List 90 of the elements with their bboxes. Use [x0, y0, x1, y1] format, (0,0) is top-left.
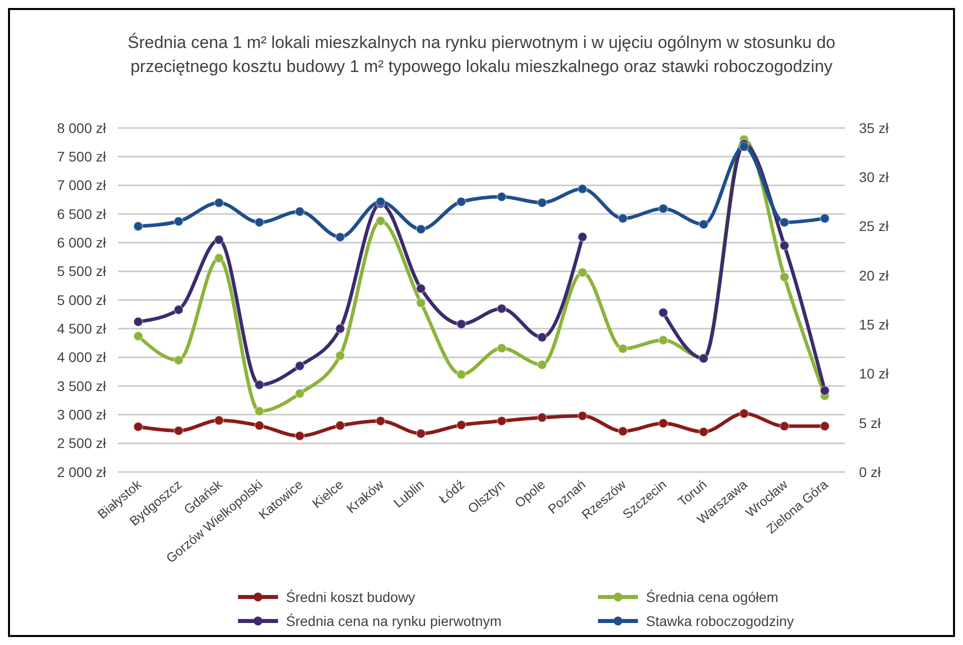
point	[537, 198, 548, 208]
y2-tick-label: 0 zł	[859, 464, 882, 480]
point	[779, 272, 790, 282]
point	[658, 335, 668, 346]
point	[456, 196, 466, 207]
point	[335, 350, 346, 361]
point	[416, 284, 426, 294]
point	[416, 428, 426, 439]
point	[618, 213, 628, 224]
y-tick-label: 7 500 zł	[56, 148, 107, 165]
point	[537, 360, 548, 370]
point	[698, 219, 709, 230]
point	[779, 217, 790, 228]
point	[537, 332, 548, 342]
point	[820, 386, 830, 396]
point	[577, 267, 588, 278]
point	[254, 406, 264, 416]
point	[658, 308, 668, 318]
point	[416, 298, 426, 308]
point	[496, 343, 507, 354]
point	[820, 213, 830, 224]
point	[133, 221, 144, 232]
point	[577, 232, 588, 242]
point	[739, 142, 750, 152]
point	[133, 422, 144, 432]
y-tick-label: 8 000 zł	[56, 120, 107, 136]
point	[376, 216, 386, 226]
point	[335, 232, 346, 242]
legend-label: Średnia cena na rynku pierwotnym	[286, 612, 502, 629]
point	[779, 240, 790, 251]
y2-tick-label: 15 zł	[859, 316, 890, 332]
point	[739, 408, 750, 419]
legend-label: Stawka roboczogodziny	[646, 612, 794, 629]
point	[537, 412, 548, 423]
point	[254, 380, 264, 390]
point	[416, 224, 426, 234]
y-tick-label: 4 000 zł	[56, 349, 107, 366]
point	[254, 420, 264, 431]
point	[376, 416, 386, 426]
point	[820, 421, 830, 432]
point	[618, 344, 628, 354]
point	[496, 304, 507, 314]
y2-tick-label: 25 zł	[859, 218, 890, 234]
y-tick-label: 2 000 zł	[56, 464, 107, 480]
point	[294, 388, 305, 398]
y-tick-label: 7 000 zł	[56, 177, 107, 194]
point	[294, 206, 305, 217]
y2-tick-label: 5 zł	[859, 414, 882, 431]
point	[658, 204, 668, 214]
point	[698, 426, 709, 437]
point	[456, 370, 466, 380]
y2-tick-label: 20 zł	[859, 267, 890, 284]
point	[254, 217, 264, 228]
point	[214, 234, 224, 245]
point	[456, 319, 466, 330]
point	[214, 415, 224, 426]
point	[618, 426, 628, 436]
point	[496, 192, 507, 202]
point	[577, 410, 588, 421]
chart-title: Średnia cena 1 m² lokali mieszkalnych na rynku pierwotnym i w ujęciu ogólnym w stosunku do przeciętnego kosztu budowy 1 m² typowego lokalu mieszkalnego oraz stawki roboczogodziny	[128, 32, 836, 76]
point	[779, 421, 790, 432]
point	[335, 420, 346, 431]
point	[133, 331, 144, 342]
point	[174, 304, 184, 315]
y-tick-label: 6 000 zł	[56, 234, 107, 251]
legend-label: Średni koszt budowy	[286, 588, 416, 605]
point	[174, 216, 184, 226]
point	[174, 355, 184, 366]
point	[174, 426, 184, 436]
y2-tick-label: 30 zł	[859, 169, 890, 186]
legend-label: Średnia cena ogółem	[646, 588, 778, 605]
point	[496, 416, 507, 426]
point	[294, 430, 305, 441]
y-tick-label: 5 000 zł	[56, 292, 107, 308]
point	[577, 184, 588, 194]
y-tick-label: 2 500 zł	[56, 435, 107, 452]
point	[294, 360, 305, 371]
point	[214, 198, 224, 208]
y-tick-label: 3 500 zł	[56, 378, 107, 394]
point	[335, 324, 346, 334]
point	[214, 253, 224, 264]
point	[133, 316, 144, 327]
y-tick-label: 3 000 zł	[56, 406, 107, 423]
y2-tick-label: 35 zł	[859, 120, 890, 136]
point	[658, 418, 668, 428]
y-tick-label: 4 500 zł	[56, 320, 107, 337]
y-tick-label: 6 500 zł	[56, 206, 107, 222]
point	[456, 420, 466, 430]
y-tick-label: 5 500 zł	[56, 263, 107, 280]
y2-tick-label: 10 zł	[859, 366, 890, 382]
